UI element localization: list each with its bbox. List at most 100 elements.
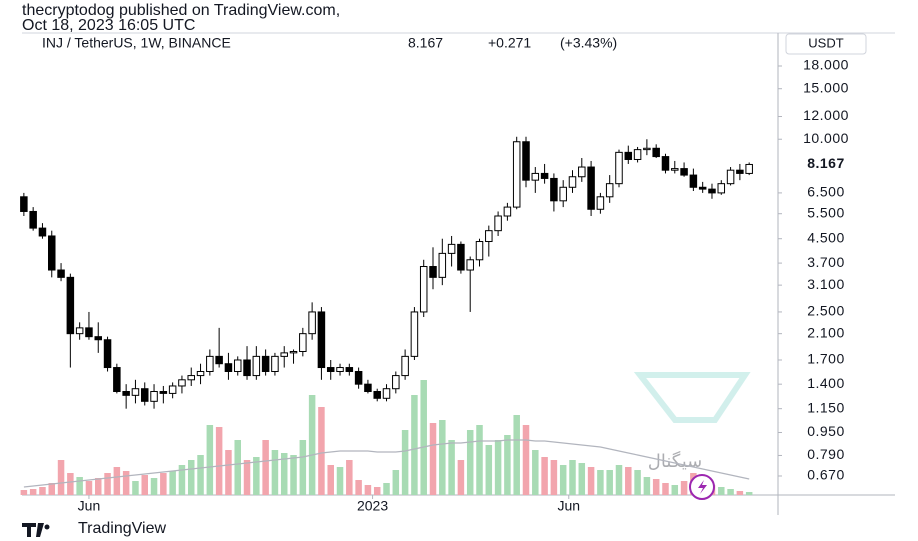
volume-bar (85, 481, 93, 495)
candle-body (38, 227, 47, 237)
candle-body (48, 235, 56, 271)
x-tick-label: Jun (78, 498, 101, 514)
y-tick-label: 10.000 (803, 130, 849, 146)
volume-bar (48, 483, 56, 495)
volume-bar (336, 467, 344, 495)
volume-bar (727, 489, 734, 495)
candle-body (457, 243, 465, 271)
volume-bar (76, 477, 83, 495)
candle-body (261, 355, 270, 372)
y-tick-label: 4.500 (807, 229, 845, 245)
candle-body (689, 174, 698, 188)
volume-bar (187, 460, 195, 495)
volume-bar (466, 430, 474, 495)
volume-bar (113, 467, 121, 495)
candle-body (605, 183, 614, 198)
volume-bar (122, 471, 130, 495)
volume-bar (411, 395, 418, 495)
y-tick-label: 3.700 (807, 254, 845, 270)
candle-body (392, 375, 400, 390)
candle-body (271, 355, 279, 372)
volume-bar (383, 483, 390, 495)
candle-body (624, 151, 633, 160)
volume-bar (29, 489, 37, 495)
candle-body (168, 385, 177, 394)
candle-body (308, 311, 316, 335)
candle-body (652, 147, 660, 158)
y-tick-label: 2.100 (807, 324, 845, 340)
volume-bar (206, 425, 214, 495)
candle-body (364, 383, 372, 393)
volume-bar (504, 435, 511, 495)
y-tick-label: 1.150 (807, 399, 845, 415)
volume-bar (150, 478, 158, 495)
event-bolt (698, 480, 707, 494)
volume-bar (346, 460, 353, 495)
candle-body (633, 149, 642, 160)
candle-body (336, 367, 344, 372)
candle-body (178, 379, 186, 387)
candle-body (280, 352, 288, 357)
candle-body (531, 172, 540, 181)
volume-bar (364, 485, 372, 495)
y-tick-label: 3.100 (807, 276, 845, 292)
candle-body (57, 269, 65, 278)
volume-bar (160, 473, 167, 495)
candle-body (113, 367, 121, 393)
volume-bar (373, 487, 381, 495)
candle-body (29, 210, 37, 229)
change: +0.271 (488, 35, 531, 51)
candle-body (438, 252, 447, 278)
volume-bar (745, 492, 753, 495)
volume-bar (420, 380, 427, 495)
candle-body (475, 241, 484, 261)
candle-body (494, 215, 502, 232)
volume-bar (652, 479, 660, 495)
volume-bar (318, 407, 325, 495)
candle-body (94, 336, 103, 341)
candle-body (661, 156, 670, 171)
volume-bar (680, 481, 688, 495)
volume-bar (234, 440, 241, 495)
volume-bar (299, 440, 307, 495)
candle-body (708, 188, 716, 194)
volume-bar (271, 450, 279, 495)
candle-body (512, 141, 521, 208)
candle-body (150, 391, 158, 402)
volume-bar (513, 415, 520, 495)
candle-body (559, 186, 567, 202)
y-tick-label: 15.000 (803, 79, 849, 95)
candle-body (736, 169, 744, 174)
brand: TradingView (22, 520, 166, 537)
brand-dot (44, 524, 50, 530)
candle-body (587, 166, 595, 210)
candle-body (698, 186, 707, 190)
candle-body (671, 168, 679, 171)
volume-bar (280, 453, 288, 495)
currency-button[interactable] (785, 33, 867, 55)
volume-bar (392, 470, 400, 495)
volume-bar (429, 423, 437, 495)
volume-bar (615, 465, 623, 495)
candle-body (224, 363, 233, 372)
candle-body (419, 266, 428, 313)
currency[interactable]: USDT (808, 35, 843, 50)
volume-bar (457, 460, 465, 495)
volume-bar (308, 395, 316, 495)
y-tick-label: 0.950 (807, 423, 845, 439)
volume-bar (243, 460, 251, 495)
volume-bar (448, 440, 455, 495)
volume-bar (522, 425, 530, 495)
last-price-box (779, 154, 849, 175)
x-tick-label: Jun (557, 498, 580, 514)
volume-bar (736, 491, 744, 495)
last-price-axis-label: 8.167 (807, 155, 845, 171)
volume-bar (132, 481, 139, 495)
volume-bar (57, 460, 65, 495)
volume-bar (569, 460, 576, 495)
x-tick-label: 2023 (357, 498, 388, 514)
volume-bar (606, 470, 613, 495)
volume-bar (355, 480, 362, 495)
volume-bar (197, 455, 204, 495)
